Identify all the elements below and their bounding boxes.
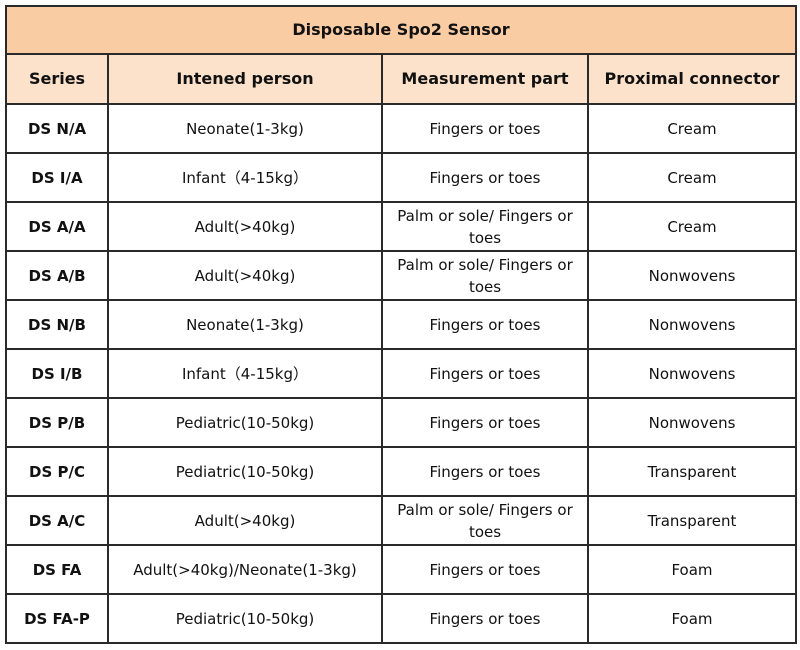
intended-person-cell: Adult(>40kg) (107, 250, 383, 301)
intended-person-cell: Pediatric(10-50kg) (107, 593, 383, 644)
table-row: DS P/B Pediatric(10-50kg) Fingers or toes N… (5, 397, 798, 448)
proximal-connector-cell: Cream (586, 103, 798, 154)
table-row: DS N/B Neonate(1-3kg) Fingers or toes Nonwo… (5, 299, 798, 350)
intended-person-cell: Adult(>40kg) (107, 201, 383, 252)
table-row: DS A/B Adult(>40kg) Palm or sole/ Fingers … (5, 250, 798, 301)
series-cell: DS P/B (5, 397, 109, 448)
proximal-connector-cell: Nonwovens (586, 299, 798, 350)
series-cell: DS A/C (5, 495, 109, 546)
intended-person-cell: Adult(>40kg) (107, 495, 383, 546)
proximal-connector-cell: Foam (586, 544, 798, 595)
measurement-part-cell: Fingers or toes (381, 593, 589, 644)
intended-person-cell: Infant（4-15kg） (107, 348, 383, 399)
measurement-part-cell: Fingers or toes (381, 152, 589, 203)
table-row: DS FA Adult(>40kg)/Neonate(1-3kg) Fingers … (5, 544, 798, 595)
header-row: Series Intened person Measurement part P… (5, 53, 798, 105)
series-cell: DS N/A (5, 103, 109, 154)
measurement-part-cell: Fingers or toes (381, 299, 589, 350)
measurement-part-cell: Fingers or toes (381, 103, 589, 154)
spo2-sensor-table: Disposable Spo2 Sensor Series Intened pe… (4, 5, 798, 644)
proximal-connector-cell: Nonwovens (586, 250, 798, 301)
measurement-part-cell: Palm or sole/ Fingers or toes (381, 495, 589, 546)
table-title: Disposable Spo2 Sensor (4, 5, 798, 55)
intended-person-cell: Neonate(1-3kg) (107, 299, 383, 350)
series-cell: DS I/A (5, 152, 109, 203)
series-cell: DS FA-P (5, 593, 109, 644)
proximal-connector-cell: Cream (586, 152, 798, 203)
proximal-connector-cell: Foam (586, 593, 798, 644)
measurement-part-cell: Fingers or toes (381, 544, 589, 595)
series-cell: DS A/B (5, 250, 109, 301)
table-row: DS P/C Pediatric(10-50kg) Fingers or toes T… (5, 446, 798, 497)
series-cell: DS P/C (5, 446, 109, 497)
proximal-connector-cell: Nonwovens (586, 397, 798, 448)
intended-person-cell: Pediatric(10-50kg) (107, 446, 383, 497)
series-cell: DS A/A (5, 201, 109, 252)
proximal-connector-cell: Nonwovens (586, 348, 798, 399)
intended-person-cell: Infant（4-15kg） (107, 152, 383, 203)
column-header-proximal-connector: Proximal connector (586, 53, 798, 105)
series-cell: DS FA (5, 544, 109, 595)
column-header-intended-person: Intened person (107, 53, 383, 105)
intended-person-cell: Pediatric(10-50kg) (107, 397, 383, 448)
measurement-part-cell: Fingers or toes (381, 397, 589, 448)
proximal-connector-cell: Transparent (586, 446, 798, 497)
series-cell: DS N/B (5, 299, 109, 350)
intended-person-cell: Adult(>40kg)/Neonate(1-3kg) (107, 544, 383, 595)
table-row: DS FA-P Pediatric(10-50kg) Fingers or toes… (5, 593, 798, 644)
table-row: DS N/A Neonate(1-3kg) Fingers or toes Cream (5, 103, 798, 154)
measurement-part-cell: Palm or sole/ Fingers or toes (381, 250, 589, 301)
measurement-part-cell: Fingers or toes (381, 348, 589, 399)
series-cell: DS I/B (5, 348, 109, 399)
column-header-series: Series (5, 53, 109, 105)
table-row: DS A/A Adult(>40kg) Palm or sole/ Fingers … (5, 201, 798, 252)
intended-person-cell: Neonate(1-3kg) (107, 103, 383, 154)
proximal-connector-cell: Transparent (586, 495, 798, 546)
table-row: DS I/A Infant（4-15kg） Fingers or toes Cream (5, 152, 798, 203)
measurement-part-cell: Fingers or toes (381, 446, 589, 497)
column-header-measurement-part: Measurement part (381, 53, 589, 105)
table-row: DS A/C Adult(>40kg) Palm or sole/ Fingers … (5, 495, 798, 546)
proximal-connector-cell: Cream (586, 201, 798, 252)
measurement-part-cell: Palm or sole/ Fingers or toes (381, 201, 589, 252)
table-row: DS I/B Infant（4-15kg） Fingers or toes Nonwo… (5, 348, 798, 399)
